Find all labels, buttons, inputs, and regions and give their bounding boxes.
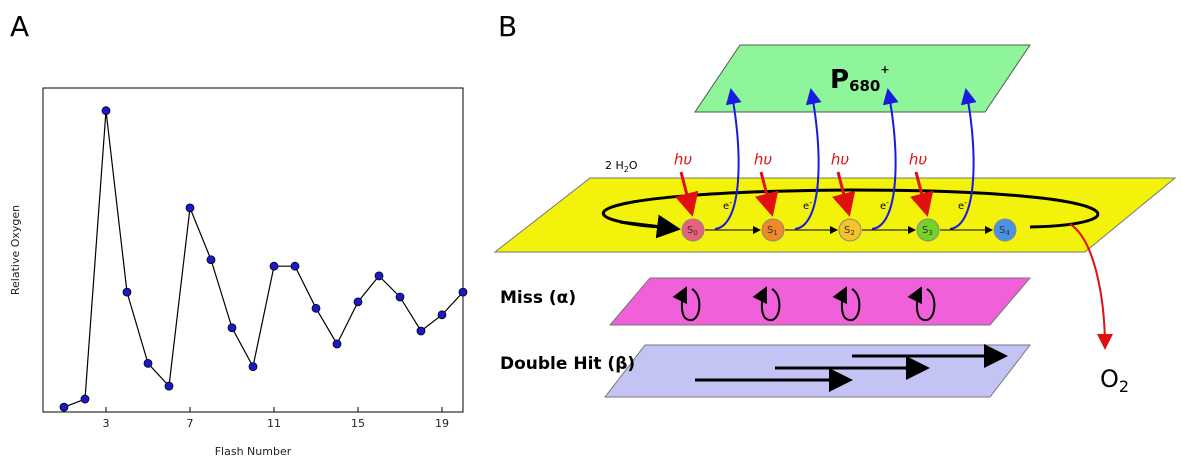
data-point: [144, 359, 152, 367]
chart: Flash Number Relative Oxygen 3 7 11 15 19: [9, 88, 467, 458]
data-point: [417, 327, 425, 335]
data-point: [186, 204, 194, 212]
data-point: [459, 288, 467, 296]
x-tick-label: 19: [435, 417, 449, 430]
data-point: [375, 272, 383, 280]
double-hit-label: Double Hit (β): [500, 354, 635, 374]
x-tick-label: 3: [103, 417, 110, 430]
data-point: [81, 395, 89, 403]
x-tick-label: 15: [351, 417, 365, 430]
photon-label: hυ: [674, 151, 693, 169]
data-point: [333, 340, 341, 348]
y-axis-label: Relative Oxygen: [9, 205, 22, 295]
data-point: [438, 311, 446, 319]
data-line: [64, 111, 463, 407]
photon-label: hυ: [909, 151, 928, 169]
oxygen-label: O2: [1100, 365, 1129, 396]
data-point: [354, 298, 362, 306]
data-point: [207, 256, 215, 264]
water-label: 2 H2O: [605, 159, 638, 174]
miss-label: Miss (α): [500, 288, 576, 308]
panel-label: A: [10, 10, 29, 43]
x-tick-label: 11: [267, 417, 281, 430]
miss-plane: [610, 278, 1030, 325]
data-point: [60, 403, 68, 411]
photon-label: hυ: [831, 151, 850, 169]
photon-label: hυ: [754, 151, 773, 169]
data-point: [312, 304, 320, 312]
figure: A B Flash Number Relative Oxygen 3 7 11 15 1…: [0, 0, 1181, 464]
x-axis-label: Flash Number: [215, 445, 292, 458]
data-point: [291, 262, 299, 270]
diagram: P680+ 2 H2O Miss (α) Double Hit (β) O2 S…: [495, 45, 1175, 397]
data-point: [249, 363, 257, 371]
double-hit-plane: [605, 345, 1030, 397]
data-point: [165, 382, 173, 390]
x-tick-label: 7: [187, 417, 194, 430]
data-point: [396, 293, 404, 301]
data-point: [102, 107, 110, 115]
panel-label: B: [498, 10, 517, 43]
data-point: [228, 324, 236, 332]
data-point: [123, 288, 131, 296]
data-point: [270, 262, 278, 270]
